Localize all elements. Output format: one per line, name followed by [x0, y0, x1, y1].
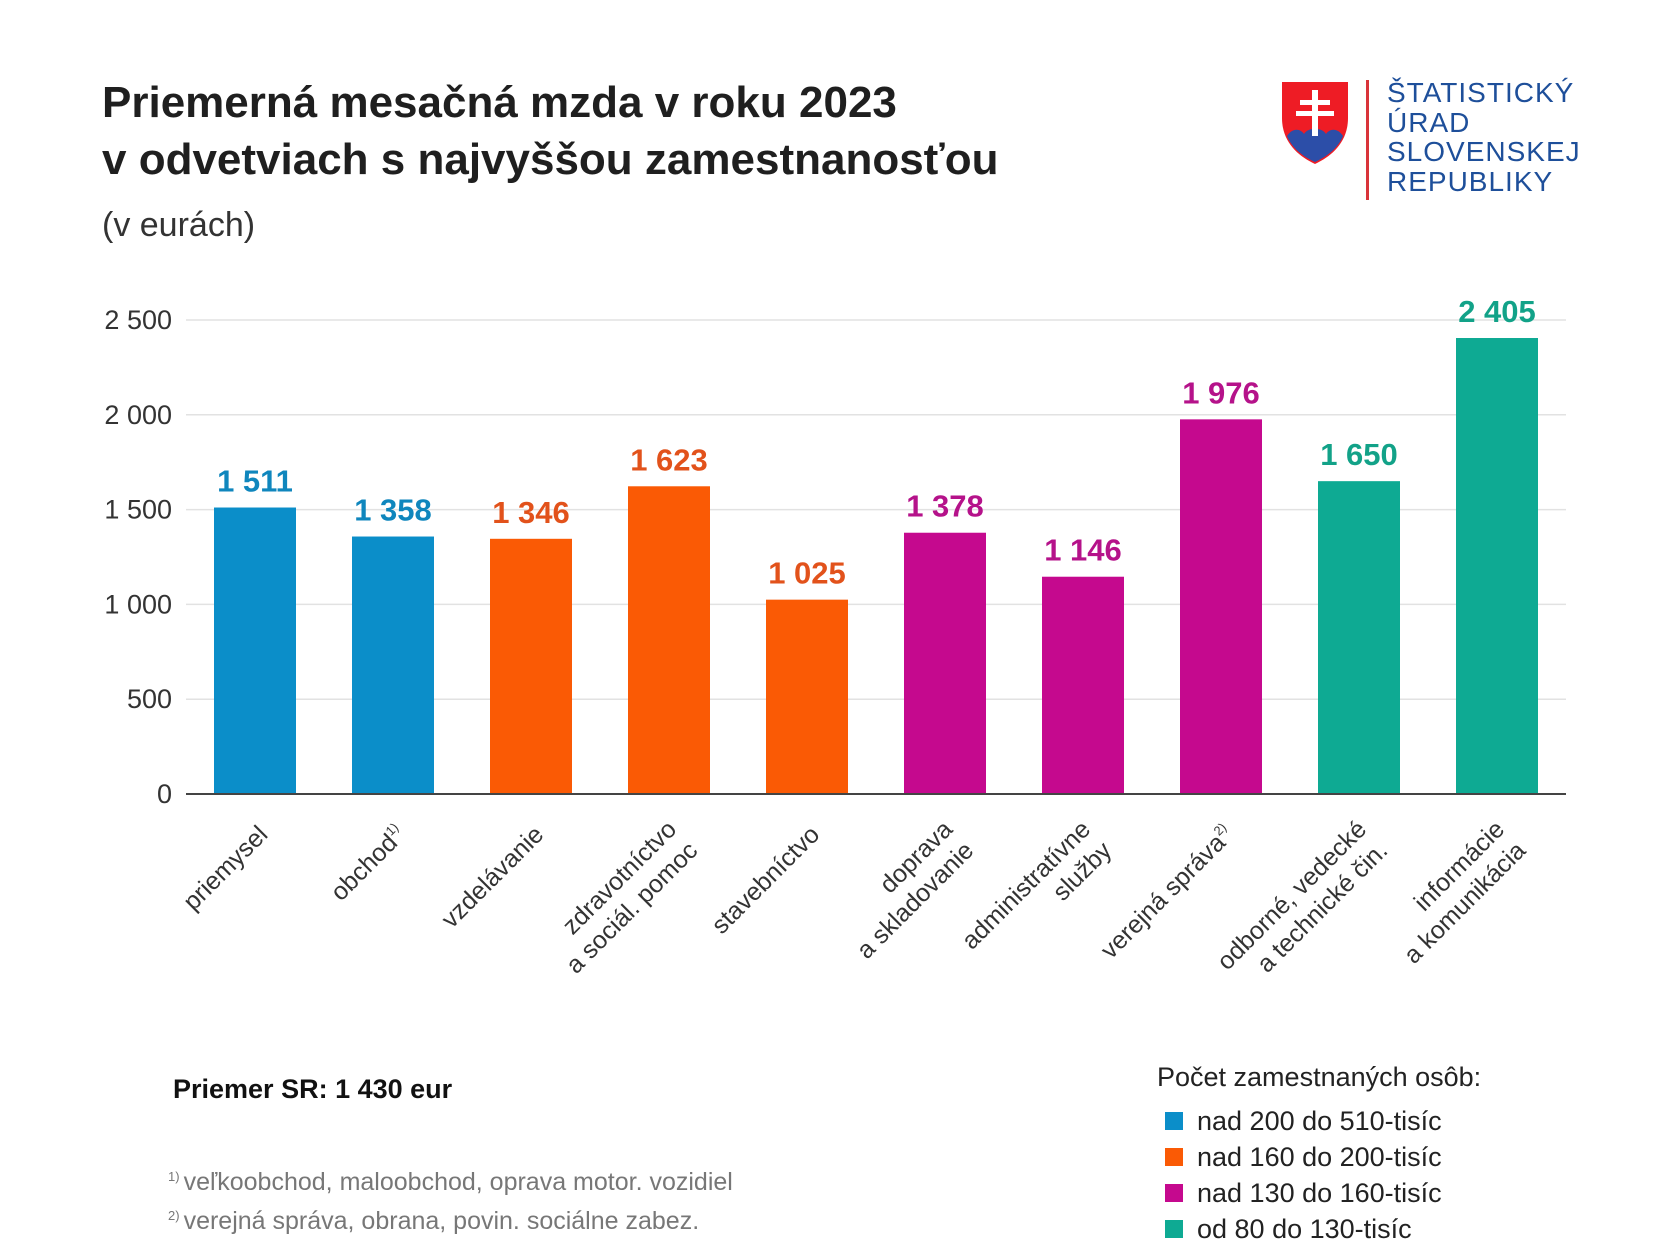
y-tick-label: 2 500: [104, 305, 172, 335]
bar: [1180, 419, 1262, 794]
x-tick-label: informáciea komunikácia: [1377, 815, 1531, 969]
x-tick-label: administratívneslužby: [956, 815, 1117, 976]
logo-line1: ŠTATISTICKÝ: [1387, 77, 1575, 108]
logo-line4: REPUBLIKY: [1387, 165, 1554, 197]
legend-swatch: [1165, 1220, 1183, 1238]
bar: [904, 532, 986, 794]
data-label: 2 405: [1458, 294, 1536, 329]
bar: [214, 507, 296, 794]
bar: [1456, 338, 1538, 794]
data-label: 1 976: [1182, 375, 1260, 410]
bar-chart: 0 500 1 000 1 500 2 000 2 500 1 511 priemysel 1 …: [104, 294, 1566, 997]
data-label: 1 623: [630, 442, 708, 477]
legend-item: nad 160 do 200-tisíc: [1157, 1139, 1481, 1175]
bar: [766, 599, 848, 794]
logo-line2: ÚRAD: [1387, 106, 1471, 138]
statistical-office-logo: [1282, 80, 1369, 200]
data-label: 1 025: [768, 556, 846, 591]
logo-divider: [1366, 80, 1369, 200]
slovak-coat-of-arms-icon: [1282, 82, 1348, 164]
bar: [490, 538, 572, 794]
x-tick-label: verejná správa2): [1095, 820, 1240, 965]
y-tick-label: 2 000: [104, 400, 172, 430]
legend-item: od 80 do 130-tisíc: [1157, 1211, 1481, 1247]
legend-title: Počet zamestnaných osôb:: [1157, 1062, 1482, 1092]
y-tick-label: 500: [127, 684, 172, 714]
logo-line3: SLOVENSKEJ: [1387, 136, 1581, 167]
bar: [1042, 576, 1124, 794]
x-tick-label: priemysel: [178, 820, 273, 915]
legend: Počet zamestnaných osôb: nad 200 do 510-…: [1157, 1062, 1481, 1247]
x-tick-label: vzdelávanie: [436, 820, 549, 933]
data-label: 1 650: [1320, 437, 1398, 472]
data-label: 1 346: [492, 495, 570, 530]
legend-swatch: [1165, 1148, 1183, 1166]
footnote-2: 2) verejná správa, obrana, povin. sociáln…: [168, 1207, 700, 1235]
legend-label: nad 130 do 160-tisíc: [1197, 1177, 1442, 1208]
footnotes: 1) veľkoobchod, maloobchod, oprava motor.…: [168, 1160, 733, 1238]
chart-subtitle: (v eurách): [102, 206, 256, 244]
bar: [628, 486, 710, 794]
legend-label: nad 200 do 510-tisíc: [1197, 1105, 1442, 1136]
data-label: 1 511: [217, 464, 293, 499]
data-label: 1 378: [906, 489, 984, 524]
chart-title-line2: v odvetviach s najvyššou zamestnanosťou: [102, 135, 999, 184]
average-note: Priemer SR: 1 430 eur: [173, 1074, 453, 1104]
x-tick-label: zdravotníctvoa sociál. pomoc: [539, 815, 703, 979]
legend-label: nad 160 do 200-tisíc: [1197, 1141, 1442, 1172]
bar: [352, 536, 434, 794]
x-tick-label: odborné, vedeckéa technické čin.: [1212, 815, 1394, 997]
bar: [1318, 481, 1400, 794]
x-tick-label: dopravaa skladovanie: [830, 815, 979, 964]
data-label: 1 146: [1044, 533, 1122, 568]
logo-wordmark: ŠTATISTICKÝ ÚRAD SLOVENSKEJ REPUBLIKY: [1387, 78, 1581, 196]
legend-item: nad 200 do 510-tisíc: [1157, 1103, 1481, 1139]
footnote-1: 1) veľkoobchod, maloobchod, oprava motor.…: [168, 1168, 733, 1196]
data-label: 1 358: [354, 493, 432, 528]
chart-title: Priemerná mesačná mzda v roku 2023 v odv…: [102, 74, 999, 188]
y-tick-label: 0: [157, 779, 172, 809]
y-tick-label: 1 000: [104, 589, 172, 619]
legend-swatch: [1165, 1184, 1183, 1202]
x-tick-label: obchod1): [325, 820, 412, 907]
y-tick-label: 1 500: [104, 495, 172, 525]
legend-swatch: [1165, 1112, 1183, 1130]
chart-title-line1: Priemerná mesačná mzda v roku 2023: [102, 78, 897, 127]
legend-label: od 80 do 130-tisíc: [1197, 1213, 1412, 1244]
legend-item: nad 130 do 160-tisíc: [1157, 1175, 1481, 1211]
x-tick-label: stavebníctvo: [706, 820, 825, 939]
